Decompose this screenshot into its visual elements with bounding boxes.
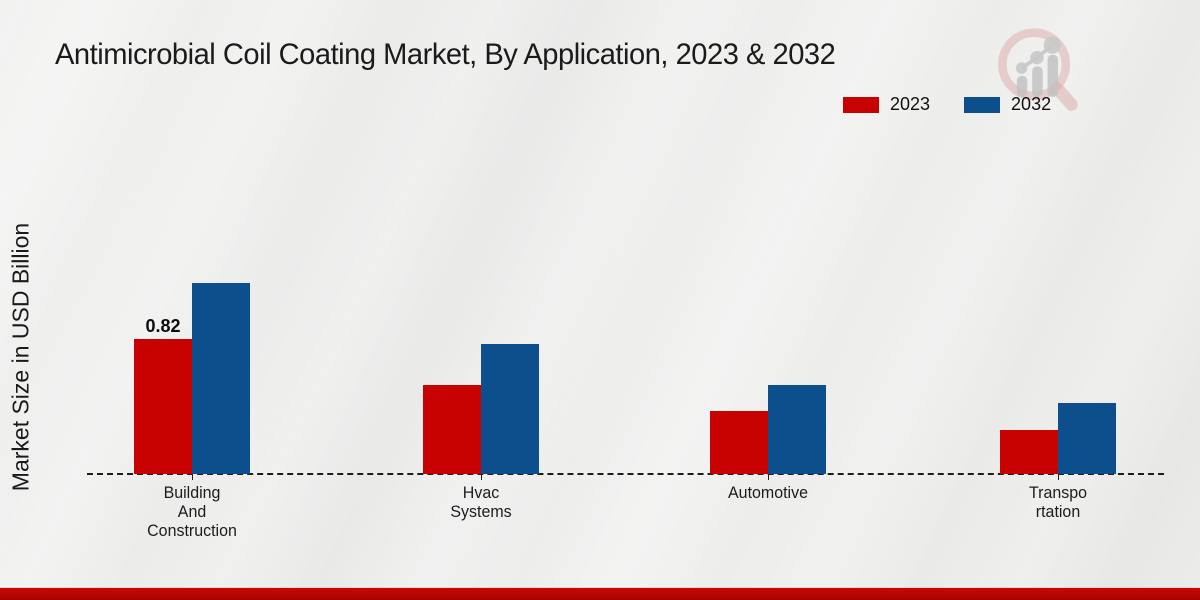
category-label-hvac-systems: Hvac Systems [450, 483, 512, 521]
bar-2032-hvac-systems [481, 344, 539, 474]
bar-2023-building-and-construction [134, 339, 192, 474]
category-label-automotive: Automotive [728, 483, 808, 502]
magnifier-bar-chart-logo-icon [988, 24, 1084, 120]
bar-2032-building-and-construction [192, 283, 250, 474]
legend-label-2023: 2023 [890, 94, 931, 114]
data-label-2023-building-and-construction: 0.82 [145, 316, 181, 336]
bar-2023-hvac-systems [423, 385, 481, 474]
legend-label-2032: 2032 [1011, 94, 1052, 114]
x-axis-tick [1058, 475, 1059, 480]
legend-swatch-2032 [964, 96, 1001, 113]
legend-item-2032: 2032 [964, 94, 1051, 115]
legend-item-2023: 2023 [843, 94, 930, 115]
footer-red-strip [0, 587, 1200, 600]
x-axis-tick [481, 475, 482, 480]
bar-2023-automotive [710, 411, 768, 474]
x-axis-tick [192, 475, 193, 480]
x-axis-tick [768, 475, 769, 480]
chart-title: Antimicrobial Coil Coating Market, By Ap… [55, 38, 836, 71]
category-label-transportation: Transpo rtation [1028, 483, 1088, 521]
legend-swatch-2023 [843, 96, 879, 113]
bar-2023-transportation [1000, 430, 1058, 474]
category-label-building-and-construction: Building And Construction [147, 483, 237, 540]
x-axis-baseline [87, 473, 1164, 475]
bar-2032-automotive [768, 385, 826, 474]
bar-2032-transportation [1058, 403, 1116, 474]
legend: 2023 2032 [843, 94, 1051, 115]
